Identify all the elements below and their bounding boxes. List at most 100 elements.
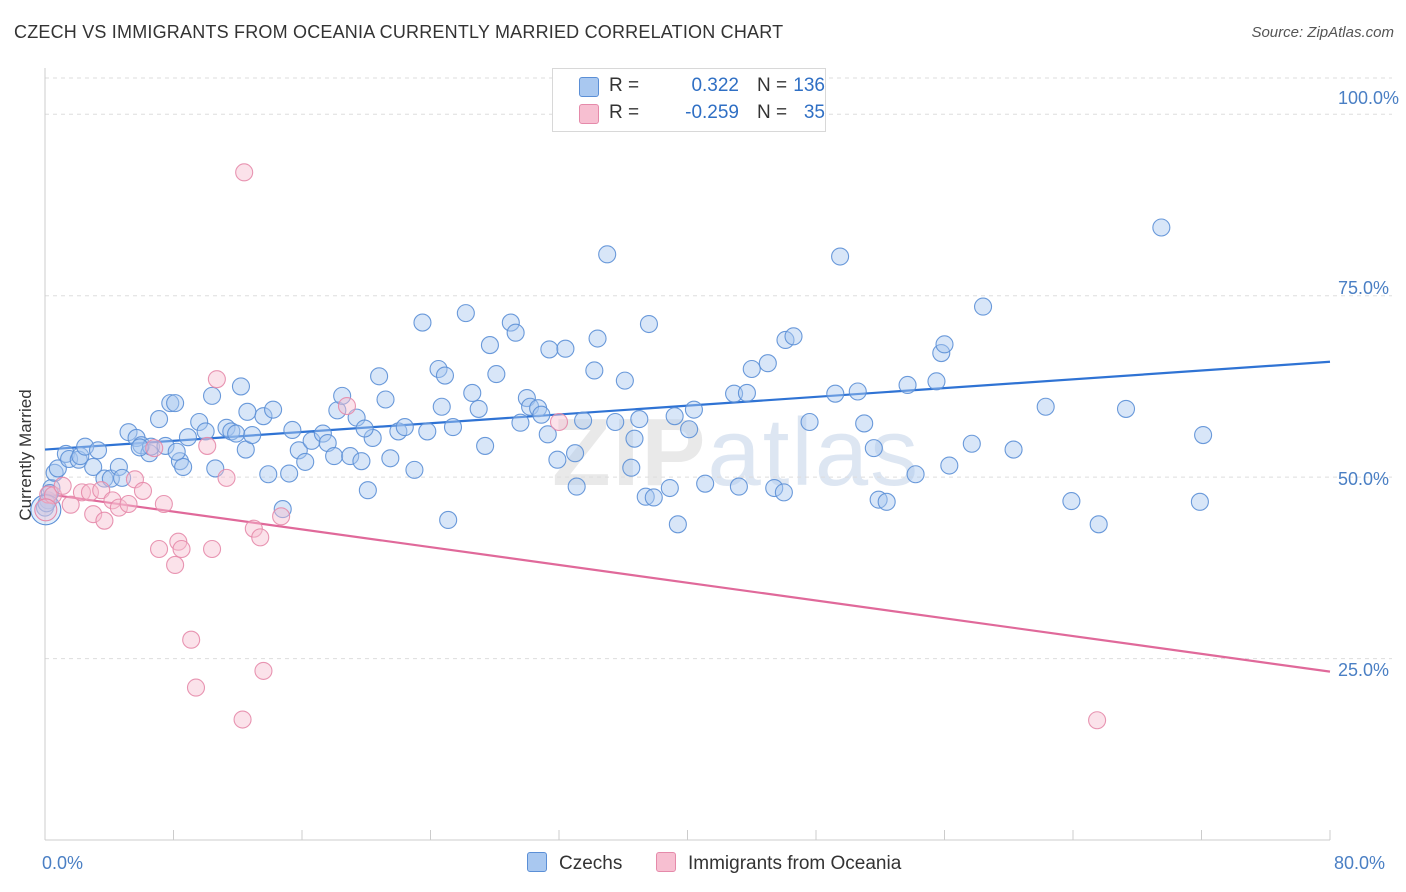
- oceania-point: [337, 396, 357, 416]
- czechs-point: [639, 314, 659, 334]
- czechs-point: [800, 412, 819, 432]
- czechs-point: [130, 438, 149, 457]
- czechs-point: [625, 429, 644, 448]
- oceania-point: [145, 439, 164, 458]
- czechs-point: [973, 297, 993, 316]
- bottom-legend-czechs: Czechs: [527, 852, 622, 875]
- czechs-point: [606, 412, 625, 432]
- czechs-point: [480, 336, 499, 355]
- oceania-point: [172, 539, 191, 559]
- czechs-point: [898, 375, 917, 395]
- czechs-point: [1194, 426, 1213, 445]
- czechs-point: [370, 367, 389, 386]
- czechs-point: [227, 424, 246, 443]
- y-tick-label-75: 75.0%: [1338, 278, 1390, 298]
- czechs-point: [243, 426, 262, 445]
- oceania-point: [272, 507, 291, 526]
- czechs-point: [355, 419, 374, 438]
- czechs-point: [1190, 492, 1209, 511]
- czechs-point: [588, 329, 607, 348]
- czechs-point: [742, 359, 761, 379]
- oceania-point: [233, 710, 252, 729]
- czechs-point: [548, 450, 567, 469]
- bottom-legend-oceania: Immigrants from Oceania: [656, 852, 901, 875]
- bottom-legend-label-oceania: Immigrants from Oceania: [688, 853, 902, 874]
- czechs-point: [238, 402, 257, 421]
- czechs-point: [725, 384, 744, 403]
- czechs-point: [469, 399, 488, 418]
- oceania-point: [549, 412, 569, 432]
- czechs-point: [1152, 218, 1171, 237]
- source-label: Source: ZipAtlas.com: [1251, 24, 1394, 41]
- czechs-point: [140, 444, 159, 463]
- legend-swatch-czechs: [579, 77, 599, 97]
- oceania-point: [207, 370, 226, 389]
- czechs-point: [264, 400, 283, 419]
- czechs-point: [88, 441, 108, 460]
- czechs-point: [855, 414, 874, 433]
- chart-title: CZECH VS IMMIGRANTS FROM OCEANIA CURRENT…: [14, 22, 784, 42]
- czechs-point: [222, 422, 241, 441]
- czechs-point: [962, 434, 981, 453]
- czechs-point: [395, 418, 414, 437]
- legend-n-label: N =: [757, 75, 788, 96]
- legend-r-value: 0.322: [691, 75, 739, 96]
- czechs-point: [60, 449, 79, 469]
- czechs-point: [71, 447, 90, 466]
- legend-n-value: 35: [803, 102, 825, 123]
- oceania-point: [154, 494, 173, 514]
- czechs-point: [167, 442, 186, 461]
- czechs-point: [566, 444, 585, 463]
- oceania-point: [1088, 711, 1107, 730]
- trend-line-oceania: [44, 492, 1331, 673]
- oceania-point: [166, 555, 185, 575]
- czechs-point: [906, 465, 925, 484]
- oceania-point: [198, 436, 217, 455]
- czechs-point: [935, 335, 954, 354]
- oceania-point: [61, 495, 80, 514]
- czechs-point: [443, 418, 463, 437]
- czechs-point: [1036, 397, 1055, 416]
- oceania-point: [95, 511, 114, 530]
- czechs-point: [156, 436, 175, 455]
- oceania-point: [53, 476, 72, 495]
- x-tick-label-min: 0.0%: [42, 853, 84, 873]
- czechs-point: [178, 428, 198, 447]
- y-tick-label-25: 25.0%: [1338, 660, 1390, 680]
- series-oceania: [34, 163, 1107, 730]
- legend-r-label: R =: [609, 75, 640, 96]
- czechs-point: [203, 386, 222, 405]
- czechs-point: [196, 422, 215, 441]
- legend-r-label: R =: [609, 102, 640, 123]
- czechs-point: [174, 457, 193, 477]
- czechs-point: [84, 457, 103, 477]
- czechs-point: [161, 394, 180, 413]
- data-points: [30, 163, 1213, 730]
- czechs-point: [280, 464, 299, 483]
- czechs-point: [684, 400, 703, 419]
- czechs-point: [696, 474, 715, 493]
- czechs-point: [231, 377, 251, 396]
- czechs-point: [927, 372, 946, 391]
- czechs-point: [170, 452, 189, 471]
- czechs-point: [259, 465, 278, 484]
- czechs-point: [567, 477, 586, 496]
- czechs-point: [877, 492, 896, 511]
- czechs-point: [665, 407, 684, 426]
- oceania-point: [92, 481, 111, 500]
- oceania-point: [217, 468, 236, 487]
- czechs-point: [556, 339, 575, 358]
- czechs-point: [680, 420, 699, 439]
- czechs-point: [456, 304, 475, 323]
- czechs-point: [166, 394, 185, 413]
- czechs-point: [1089, 515, 1108, 534]
- czechs-point: [217, 418, 236, 437]
- watermark-atlas: atlas: [707, 399, 921, 506]
- watermark: ZIPatlas: [552, 398, 920, 508]
- czechs-point: [585, 361, 604, 380]
- czechs-point: [476, 436, 495, 455]
- legend-swatch-oceania: [579, 104, 599, 124]
- czechs-point: [352, 452, 371, 471]
- czechs-point: [109, 457, 128, 477]
- oceania-point: [149, 539, 169, 559]
